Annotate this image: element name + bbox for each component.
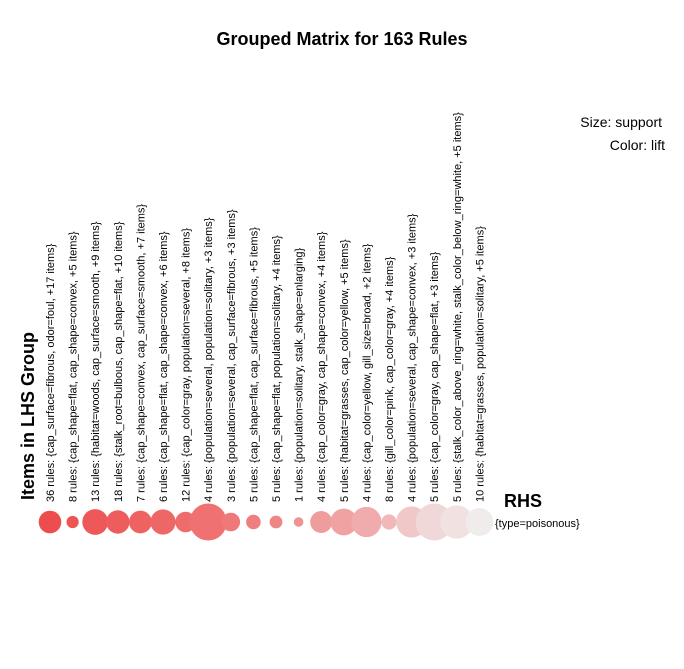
group-marker-11	[269, 515, 283, 529]
group-marker-14	[330, 508, 358, 536]
group-marker-4	[106, 510, 130, 534]
y-axis-title: RHS	[504, 491, 542, 511]
group-label-8: 4 rules: {population=several, population…	[203, 217, 215, 502]
group-label-18: 5 rules: {cap_color=gray, cap_shape=flat…	[429, 251, 441, 502]
group-label-16: 8 rules: {gill_color=pink, cap_color=gra…	[384, 256, 396, 502]
group-label-14: 5 rules: {habitat=grasses, cap_color=yel…	[339, 239, 351, 502]
group-marker-6	[150, 509, 176, 535]
group-label-5: 7 rules: {cap_shape=convex, cap_surface=…	[135, 204, 147, 502]
size-legend: Size: support	[580, 114, 662, 130]
group-label-7: 12 rules: {cap_color=gray, population=se…	[181, 228, 193, 502]
rhs-item-label: {type=poisonous}	[495, 518, 580, 530]
group-marker-3	[82, 509, 109, 535]
group-marker-10	[246, 514, 261, 530]
group-marker-16	[381, 514, 397, 530]
group-marker-8	[189, 503, 227, 541]
group-markers	[38, 503, 494, 541]
group-marker-9	[221, 512, 241, 532]
group-label-10: 5 rules: {cap_shape=flat, cap_surface=fi…	[248, 227, 260, 502]
group-label-19: 5 rules: {stalk_color_above_ring=white, …	[452, 112, 464, 502]
group-marker-13	[310, 511, 333, 533]
group-label-17: 4 rules: {population=several, cap_shape=…	[407, 213, 419, 502]
group-marker-12	[293, 517, 304, 527]
group-label-13: 4 rules: {cap_color=gray, cap_shape=conv…	[316, 231, 328, 502]
group-label-11: 5 rules: {cap_shape=flat, population=sol…	[271, 235, 283, 502]
group-marker-20	[465, 508, 494, 536]
x-axis-title: Items in LHS Group	[18, 332, 38, 500]
color-legend: Color: lift	[610, 137, 665, 153]
group-marker-19	[440, 505, 474, 539]
group-label-6: 6 rules: {cap_shape=flat, cap_shape=conv…	[158, 231, 170, 502]
group-label-15: 4 rules: {cap_color=yellow, gill_size=br…	[361, 243, 373, 502]
group-label-12: 1 rules: {population=solitary, stalk_sha…	[294, 247, 306, 502]
group-marker-15	[351, 506, 382, 538]
group-label-9: 3 rules: {population=several, cap_surfac…	[226, 209, 238, 502]
group-marker-2	[66, 515, 79, 529]
group-label-20: 10 rules: {habitat=grasses, population=s…	[474, 226, 486, 502]
group-marker-1	[38, 510, 62, 534]
group-labels: 36 rules: {cap_surface=fibrous, odor=fou…	[45, 112, 486, 502]
group-label-1: 36 rules: {cap_surface=fibrous, odor=fou…	[45, 243, 57, 502]
chart-title: Grouped Matrix for 163 Rules	[216, 29, 467, 49]
group-marker-5	[129, 510, 152, 534]
group-label-2: 8 rules: {cap_shape=flat, cap_shape=conv…	[68, 231, 80, 502]
group-label-3: 13 rules: {habitat=woods, cap_surface=sm…	[90, 221, 102, 502]
group-label-4: 18 rules: {stalk_root=bulbous, cap_shape…	[113, 221, 125, 502]
